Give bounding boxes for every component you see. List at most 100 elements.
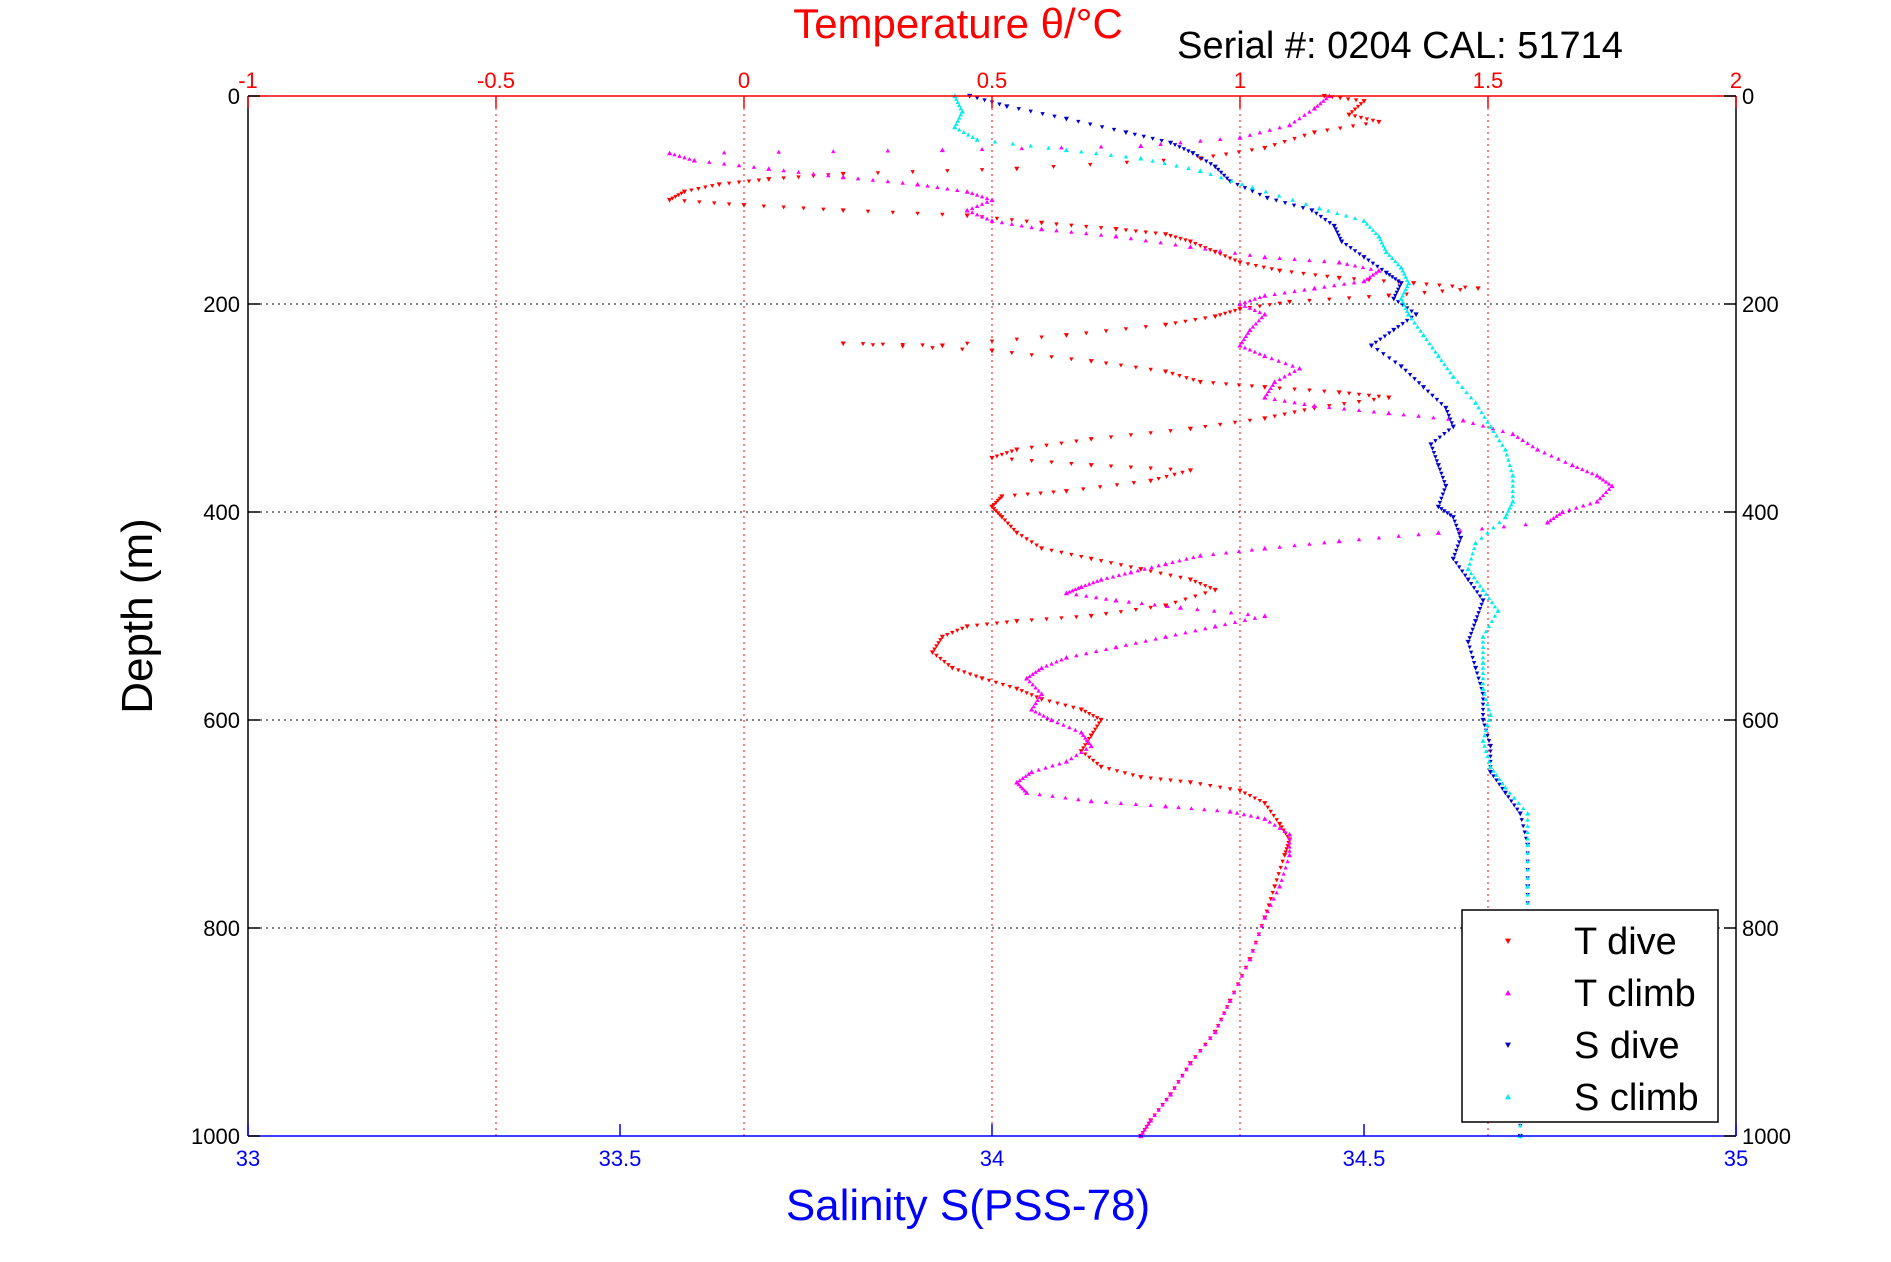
data-point [1358, 102, 1364, 107]
data-point [1336, 538, 1342, 544]
data-point [751, 164, 757, 169]
data-point [1266, 903, 1271, 908]
data-point [1029, 618, 1034, 623]
data-point [1030, 672, 1035, 676]
data-point [691, 157, 697, 163]
data-point [1208, 783, 1213, 788]
data-point [1004, 104, 1010, 109]
data-point [1232, 620, 1238, 624]
data-point [1019, 223, 1024, 228]
data-point [1525, 900, 1530, 905]
data-point [1050, 763, 1055, 768]
data-point [1257, 295, 1263, 300]
data-point [1346, 112, 1352, 118]
data-point [1212, 164, 1218, 170]
data-point [1476, 676, 1481, 681]
data-point [1356, 392, 1362, 397]
data-point [1037, 694, 1042, 699]
data-point [1345, 97, 1351, 102]
data-point [1152, 1113, 1157, 1117]
data-point [1098, 577, 1104, 582]
data-point [1242, 345, 1248, 350]
data-point [1257, 351, 1263, 356]
temperature-tick-label: -0.5 [477, 68, 515, 93]
data-point [1212, 314, 1218, 320]
data-point [1030, 682, 1035, 687]
data-point [1090, 714, 1096, 719]
data-point [1521, 806, 1526, 811]
data-point [1212, 249, 1218, 255]
data-point [1311, 130, 1317, 135]
data-point [689, 188, 694, 193]
data-point [1439, 402, 1444, 407]
data-point [1108, 435, 1114, 440]
data-point [1181, 147, 1187, 152]
data-point [1245, 262, 1251, 267]
data-point [1517, 811, 1523, 817]
data-point [1376, 268, 1382, 273]
data-point [1038, 491, 1043, 496]
data-point [1446, 413, 1452, 418]
depth-tick-label-left: 200 [203, 292, 240, 317]
data-point [1433, 455, 1438, 460]
data-point [1257, 304, 1263, 309]
data-point [1222, 311, 1228, 316]
data-point [1198, 1048, 1203, 1053]
data-point [1300, 206, 1306, 211]
data-point [1217, 252, 1223, 257]
data-point [1480, 639, 1486, 644]
data-point [1000, 682, 1006, 687]
data-point [1054, 222, 1059, 227]
data-point [1292, 387, 1297, 392]
depth-tick-label-left: 800 [203, 916, 240, 941]
data-point [1088, 122, 1093, 127]
data-point [1430, 345, 1435, 350]
data-point [1167, 140, 1174, 146]
legend-marker [1505, 990, 1511, 996]
data-point [1103, 799, 1109, 804]
data-point [1111, 127, 1117, 132]
data-point [1039, 691, 1045, 697]
data-point [1409, 316, 1414, 321]
data-point [1403, 287, 1408, 292]
legend-label: T dive [1574, 921, 1677, 963]
data-point [1008, 524, 1014, 529]
data-point [1093, 595, 1099, 600]
data-point [1468, 582, 1474, 586]
data-point [1477, 594, 1483, 599]
data-point [1262, 293, 1268, 298]
data-point [1485, 419, 1490, 424]
data-point [1361, 99, 1367, 104]
data-point [736, 163, 742, 168]
data-point [1138, 155, 1144, 161]
data-point [1113, 644, 1119, 650]
data-point [946, 663, 951, 668]
data-point [1331, 223, 1337, 229]
data-point [1074, 753, 1079, 758]
data-point [1063, 147, 1069, 153]
data-point [1424, 282, 1429, 287]
data-point [1409, 309, 1414, 314]
data-point [1037, 711, 1042, 716]
data-point [672, 152, 677, 157]
data-point [1162, 161, 1167, 166]
depth-tick-label-left: 600 [203, 708, 240, 733]
data-point [1159, 138, 1164, 143]
data-point [1014, 530, 1020, 536]
data-point [1152, 602, 1157, 607]
data-point [1497, 438, 1502, 443]
data-point [676, 193, 681, 198]
data-point [1252, 349, 1258, 354]
data-point [995, 498, 1001, 503]
data-point [1470, 655, 1475, 660]
data-point [1087, 712, 1092, 716]
data-point [1245, 612, 1251, 617]
data-point [1277, 544, 1282, 549]
data-point [860, 342, 866, 347]
data-point [1039, 226, 1045, 232]
data-point [1420, 332, 1427, 338]
data-point [1236, 383, 1242, 388]
data-point [796, 175, 801, 180]
data-point [1150, 136, 1155, 141]
data-point [1022, 788, 1027, 793]
